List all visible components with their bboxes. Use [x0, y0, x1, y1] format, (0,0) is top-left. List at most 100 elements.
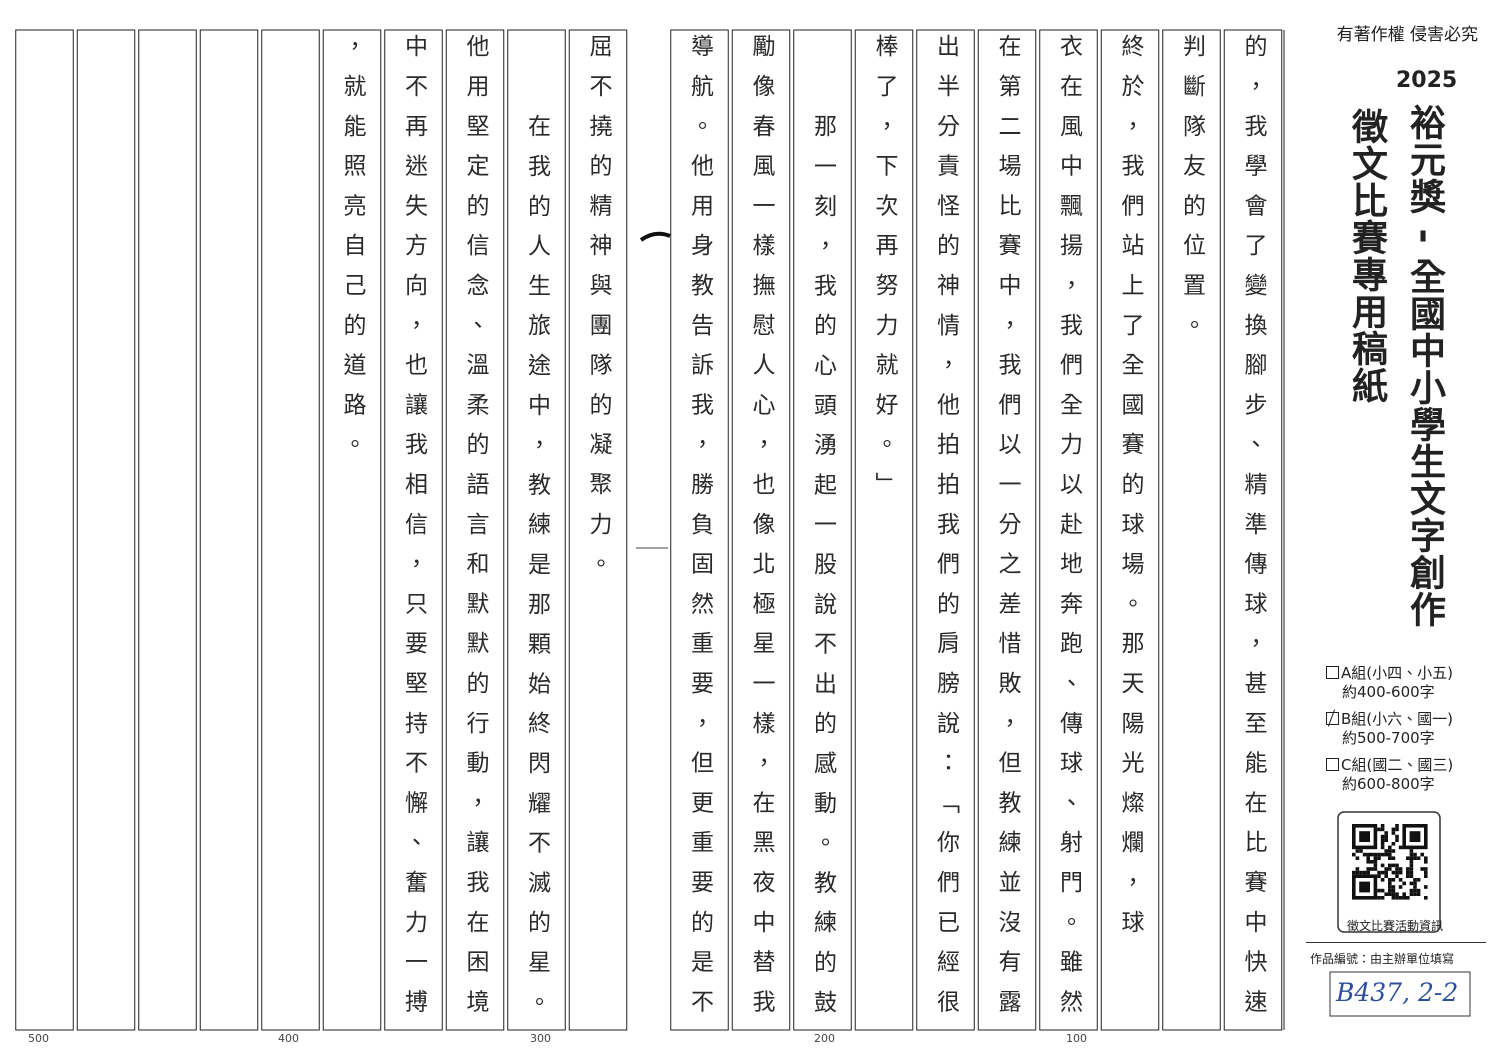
qr-module [1366, 870, 1370, 875]
title: 裕元獎 - 全國中小學生文字創作 [1404, 104, 1445, 629]
qr-module [1416, 878, 1421, 882]
word-range: 約400-600字 [1342, 683, 1435, 701]
qr-module [1377, 888, 1381, 893]
qr-module [1380, 870, 1385, 875]
qr-module [1373, 852, 1378, 857]
qr-module [1380, 845, 1385, 850]
qr-module [1388, 885, 1392, 889]
group-option: C組(國二、國三) 約600-800字 [1326, 756, 1453, 794]
grid-column [793, 29, 852, 1031]
qr-module [1355, 849, 1360, 853]
qr-module [1416, 888, 1421, 893]
qr-module [1384, 867, 1388, 871]
qr-module [1391, 842, 1396, 846]
qr-module [1380, 842, 1385, 846]
qr-module [1398, 885, 1403, 889]
qr-module [1413, 892, 1417, 896]
manuscript-column: ，就能照亮自己的道路。 [339, 34, 365, 472]
qr-module [1424, 870, 1428, 875]
group-name: B組(小六、國一) [1341, 710, 1453, 728]
grid-column [15, 29, 74, 1031]
qr-module [1384, 852, 1388, 857]
qr-module [1424, 885, 1428, 889]
group-option: B組(小六、國一) 約500-700字 [1326, 710, 1453, 748]
grid-column [507, 29, 566, 1031]
qr-finder [1352, 874, 1378, 900]
qr-finder [1352, 823, 1378, 850]
qr-module [1395, 834, 1399, 839]
qr-module [1373, 867, 1378, 871]
qr-module [1424, 874, 1428, 878]
qr-module [1352, 852, 1356, 857]
divider [1306, 942, 1486, 943]
grid-column [1100, 29, 1160, 1031]
qr-module [1355, 867, 1360, 871]
qr-module [1395, 896, 1399, 900]
qr-module [1424, 896, 1428, 900]
qr-module [1395, 838, 1399, 842]
word-range: 約600-800字 [1342, 775, 1435, 793]
qr-module [1413, 885, 1417, 889]
qr-module [1380, 838, 1385, 842]
qr-module [1391, 856, 1396, 860]
qr-module [1406, 896, 1410, 900]
qr-module [1388, 878, 1392, 882]
grid-column [1223, 29, 1283, 1031]
manuscript-column: 衣在風中飄揚，我們全力以赴地奔跑、傳球、射門。雖然 [1055, 34, 1082, 1029]
qr-module [1391, 827, 1396, 832]
qr-module [1420, 867, 1424, 871]
manuscript-column: 導航。他用身教告訴我，勝負固然重要，但更重要的是不 [686, 34, 713, 1029]
qr-module [1391, 878, 1396, 882]
manuscript-column: 在第二場比賽中，我們以一分之差惜敗，但教練並沒有露 [994, 34, 1020, 1029]
qr-module [1373, 856, 1378, 860]
fold-mark [639, 231, 671, 242]
qr-finder [1409, 831, 1421, 842]
entry-number: B437, 2-2 [1336, 978, 1459, 1007]
qr-module [1377, 896, 1381, 900]
checkbox [1326, 666, 1339, 679]
qr-module [1388, 863, 1392, 868]
qr-module [1402, 896, 1406, 900]
manuscript-column: 那一刻，我的心頭湧起一股說不出的感動。教練的鼓 [809, 113, 836, 1029]
qr-module [1380, 878, 1385, 882]
qr-module [1391, 885, 1396, 889]
grid-column [322, 29, 382, 1031]
qr-module [1409, 863, 1414, 868]
qr-module [1373, 860, 1378, 864]
qr-module [1377, 856, 1381, 860]
entry-box [1329, 971, 1471, 1017]
qr-module [1409, 856, 1414, 860]
qr-module [1413, 852, 1417, 857]
qr-module [1391, 892, 1396, 896]
qr-module [1388, 881, 1392, 886]
qr-module [1409, 881, 1414, 886]
qr-module [1384, 849, 1388, 853]
qr-module [1402, 892, 1406, 896]
qr-module [1373, 863, 1378, 868]
qr-module [1424, 860, 1428, 864]
qr-module [1388, 856, 1392, 860]
manuscript-column: 勵像春風一樣撫慰人心，也像北極星一樣，在黑夜中替我 [748, 34, 774, 1029]
group-name: C組(國二、國三) [1341, 756, 1454, 774]
qr-module [1395, 827, 1399, 832]
grid-column [977, 29, 1037, 1031]
qr-finder [1402, 823, 1428, 850]
qr-module [1388, 892, 1392, 896]
manuscript-column: 棒了，下次再努力就好。」 [871, 34, 897, 512]
grid-column [138, 29, 197, 1031]
qr-module [1377, 874, 1381, 878]
word-range: 約500-700字 [1342, 729, 1435, 747]
qr-module [1409, 874, 1414, 878]
counter-mark: 100 [1066, 1032, 1087, 1045]
qr-module [1409, 892, 1414, 896]
qr-module [1424, 856, 1428, 860]
qr-module [1409, 870, 1414, 875]
qr-module [1413, 888, 1417, 893]
qr-module [1409, 867, 1414, 871]
manuscript-grid [15, 29, 1285, 1031]
qr-module [1413, 881, 1417, 886]
qr-module [1395, 863, 1399, 868]
